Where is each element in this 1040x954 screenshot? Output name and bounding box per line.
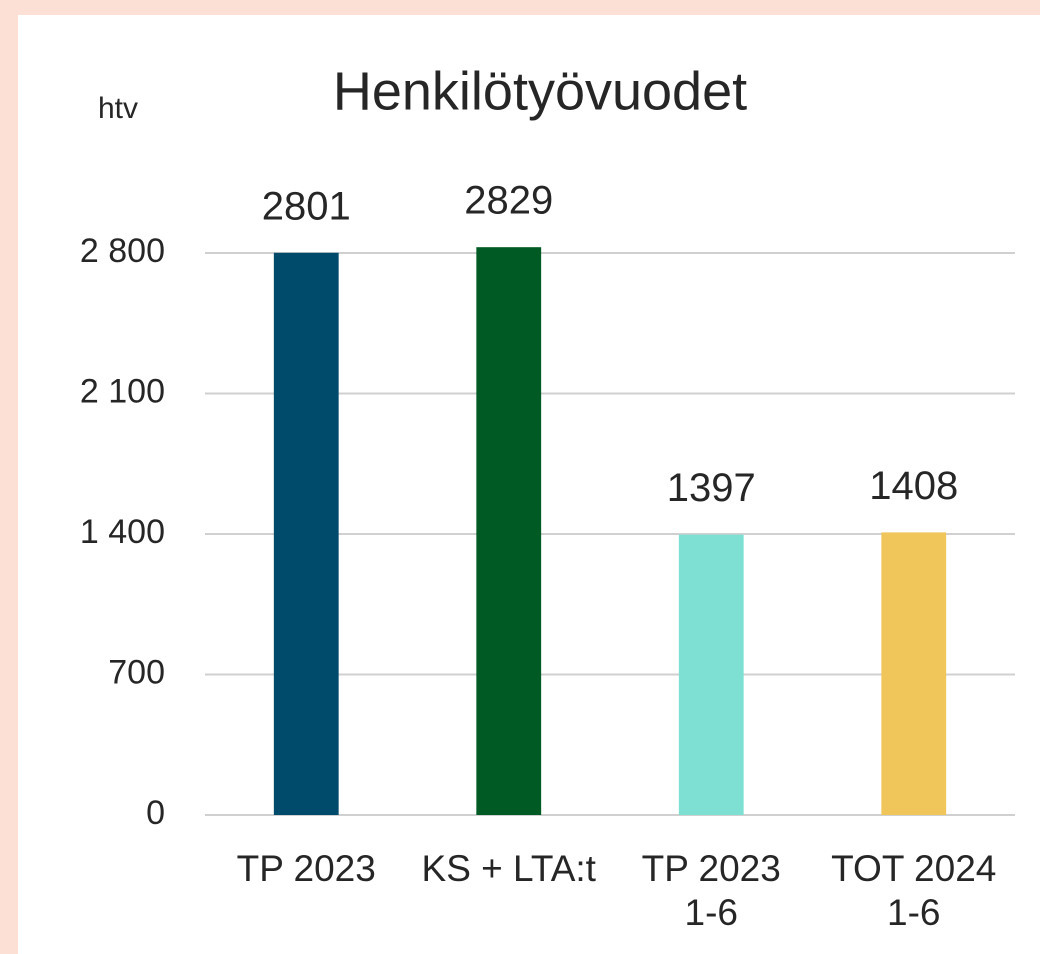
- y-tick-label: 2 800: [80, 232, 165, 270]
- bar: [678, 534, 744, 815]
- x-tick-label: TP 2023: [236, 848, 376, 889]
- bar: [476, 247, 542, 815]
- y-tick-label: 1 400: [80, 513, 165, 551]
- x-tick-label: TP 2023 1-6: [641, 848, 781, 933]
- data-label: 2801: [262, 184, 351, 228]
- x-tick-label: TOT 2024 1-6: [831, 848, 997, 933]
- y-tick-label: 700: [108, 653, 165, 691]
- chart-title: Henkilötyövuodet: [333, 61, 747, 121]
- data-label: 1397: [667, 466, 756, 510]
- y-tick-label: 2 100: [80, 372, 165, 410]
- y-axis-label: htv: [98, 92, 138, 125]
- y-tick-label: 0: [146, 794, 165, 832]
- data-label: 1408: [869, 464, 958, 508]
- x-tick-label: KS + LTA:t: [421, 848, 596, 889]
- bar: [881, 532, 947, 815]
- bar: [273, 252, 339, 815]
- data-label: 2829: [464, 179, 553, 223]
